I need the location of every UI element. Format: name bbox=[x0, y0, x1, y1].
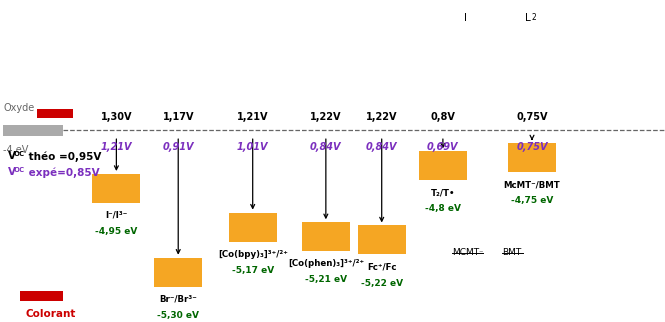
Text: T₂/T•: T₂/T• bbox=[431, 188, 455, 197]
Text: Br⁻/Br³⁻: Br⁻/Br³⁻ bbox=[160, 295, 197, 304]
Text: expé=0,85V: expé=0,85V bbox=[25, 167, 100, 178]
Text: 0,8V: 0,8V bbox=[430, 112, 456, 122]
Bar bbox=[3, 125, 63, 136]
Bar bbox=[358, 225, 406, 254]
Text: théo =0,95V: théo =0,95V bbox=[25, 151, 102, 162]
Text: 1,21V: 1,21V bbox=[237, 112, 269, 122]
Text: V: V bbox=[8, 167, 16, 177]
Bar bbox=[229, 213, 277, 242]
Text: 2: 2 bbox=[532, 13, 537, 22]
Text: Oxyde: Oxyde bbox=[3, 103, 35, 113]
Text: 0,91V: 0,91V bbox=[162, 142, 194, 152]
Text: McMT⁻/BMT: McMT⁻/BMT bbox=[503, 180, 561, 189]
Text: L: L bbox=[525, 13, 531, 23]
Text: -4,75 eV: -4,75 eV bbox=[511, 196, 553, 205]
Text: OC: OC bbox=[14, 151, 25, 157]
Text: -4,95 eV: -4,95 eV bbox=[95, 227, 138, 236]
Bar bbox=[20, 291, 63, 301]
Text: V: V bbox=[8, 151, 16, 161]
Text: BMT: BMT bbox=[502, 248, 521, 257]
Text: I⁻/I³⁻: I⁻/I³⁻ bbox=[105, 211, 128, 220]
Text: 0,75V: 0,75V bbox=[516, 142, 548, 152]
Text: MCMT: MCMT bbox=[452, 248, 479, 257]
Bar bbox=[154, 258, 202, 287]
Text: I: I bbox=[464, 13, 467, 23]
Text: -5,30 eV: -5,30 eV bbox=[157, 311, 200, 320]
Bar bbox=[508, 143, 556, 172]
Text: 1,01V: 1,01V bbox=[237, 142, 269, 152]
Text: [Co(phen)₃]³⁺/²⁺: [Co(phen)₃]³⁺/²⁺ bbox=[288, 259, 364, 268]
Text: -5,22 eV: -5,22 eV bbox=[360, 279, 403, 288]
Text: 1,22V: 1,22V bbox=[366, 112, 398, 122]
Text: Colorant: Colorant bbox=[25, 309, 76, 319]
Text: 0,69V: 0,69V bbox=[427, 142, 459, 152]
Bar bbox=[419, 151, 467, 180]
Text: -5,17 eV: -5,17 eV bbox=[231, 266, 274, 275]
Text: -4 eV: -4 eV bbox=[3, 145, 29, 155]
Text: 1,21V: 1,21V bbox=[100, 142, 132, 152]
Text: -4,8 eV: -4,8 eV bbox=[425, 204, 461, 213]
Bar bbox=[37, 109, 73, 118]
Text: [Co(bpy)₃]³⁺/²⁺: [Co(bpy)₃]³⁺/²⁺ bbox=[217, 250, 288, 259]
Text: -5,21 eV: -5,21 eV bbox=[305, 275, 347, 284]
Text: 0,75V: 0,75V bbox=[516, 112, 548, 122]
Text: OC: OC bbox=[14, 167, 25, 174]
Bar bbox=[302, 222, 350, 251]
Text: ⁻: ⁻ bbox=[479, 248, 483, 257]
Text: 1,22V: 1,22V bbox=[310, 112, 342, 122]
Text: 1,17V: 1,17V bbox=[162, 112, 194, 122]
Text: 1,30V: 1,30V bbox=[100, 112, 132, 122]
Text: 0,84V: 0,84V bbox=[310, 142, 342, 152]
Text: 0,84V: 0,84V bbox=[366, 142, 398, 152]
Text: Fc⁺/Fc: Fc⁺/Fc bbox=[367, 262, 396, 271]
Bar bbox=[92, 174, 140, 203]
